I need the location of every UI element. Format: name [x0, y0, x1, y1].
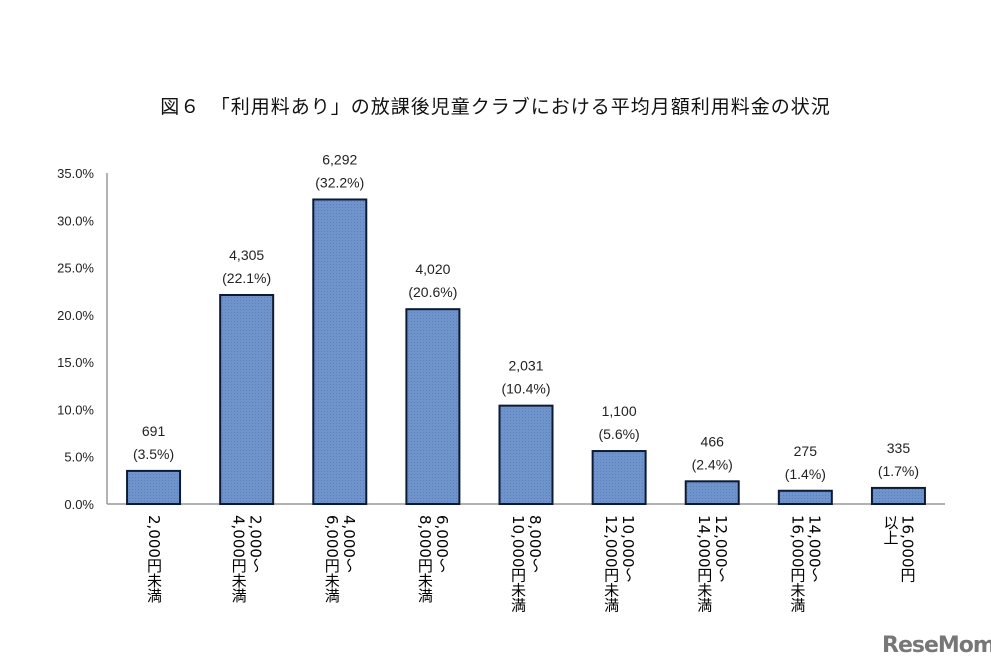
data-label-count: 2,031 — [508, 358, 543, 374]
x-tick-label: 4,000～ 6,000円未満 — [322, 515, 358, 603]
bar — [405, 308, 461, 505]
bar — [312, 198, 368, 505]
y-tick-label: 15.0% — [57, 355, 94, 370]
y-tick-label: 25.0% — [57, 261, 94, 276]
data-label-percent: (10.4%) — [501, 381, 550, 397]
chart-title: 図６ 「利用料あり」の放課後児童クラブにおける平均月額利用料金の状況 — [160, 96, 831, 118]
bar — [870, 486, 926, 505]
x-tick-label: 8,000～ 10,000円未満 — [509, 515, 544, 613]
resemom-logo: ReseMom — [882, 633, 991, 658]
data-label-count: 1,100 — [602, 403, 637, 419]
data-label-count: 275 — [794, 443, 818, 459]
data-label-percent: (2.4%) — [692, 456, 733, 472]
data-label-count: 4,020 — [415, 261, 450, 277]
x-tick-label: 2,000円未満 — [145, 515, 164, 603]
bar — [591, 450, 647, 506]
x-tick-label: 14,000～ 16,000円未満 — [788, 515, 824, 613]
data-label-percent: (22.1%) — [222, 270, 271, 286]
y-tick-label: 30.0% — [57, 213, 94, 228]
data-label-count: 4,305 — [229, 247, 264, 263]
bar — [684, 480, 740, 505]
bar — [777, 489, 833, 506]
data-label-percent: (3.5%) — [133, 446, 174, 462]
data-label-percent: (20.6%) — [408, 284, 457, 300]
data-label-percent: (1.7%) — [878, 463, 919, 479]
data-label-count: 466 — [701, 433, 725, 449]
x-tick-label: 10,000～ 12,000円未満 — [602, 515, 638, 613]
y-tick-label: 10.0% — [57, 402, 94, 417]
bar — [219, 293, 275, 505]
x-tick-label: 12,000～ 14,000円未満 — [695, 515, 731, 613]
x-tick-label: 6,000～ 8,000円未満 — [415, 515, 451, 603]
bar — [126, 469, 182, 505]
data-label-count: 691 — [142, 423, 166, 439]
y-tick-label: 20.0% — [57, 308, 94, 323]
bar — [498, 404, 554, 506]
y-tick-label: 0.0% — [64, 497, 94, 512]
data-label-percent: (5.6%) — [598, 426, 639, 442]
data-label-count: 335 — [887, 440, 911, 456]
x-tick-label: 16,000円 以上 — [881, 515, 917, 583]
y-tick-label: 5.0% — [64, 450, 94, 465]
y-tick-label: 35.0% — [57, 166, 94, 181]
data-label-percent: (1.4%) — [785, 466, 826, 482]
data-label-count: 6,292 — [322, 151, 357, 167]
x-tick-label: 2,000～ 4,000円未満 — [229, 515, 265, 603]
data-label-percent: (32.2%) — [315, 174, 364, 190]
